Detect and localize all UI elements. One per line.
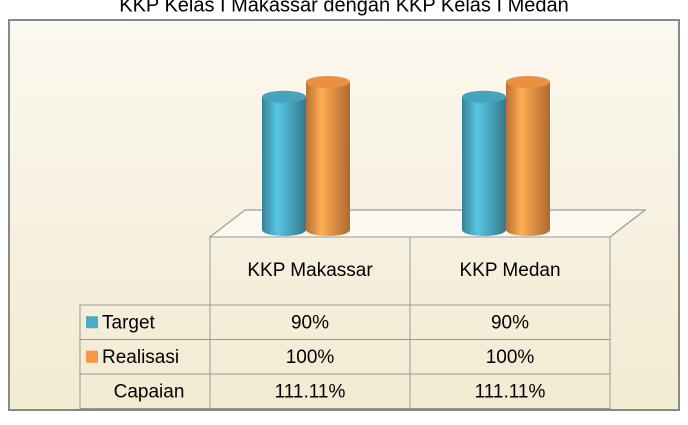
legend-label: Target	[102, 312, 156, 333]
bar-top	[506, 76, 550, 88]
bar-body	[462, 96, 506, 236]
legend-label: Realisasi	[102, 347, 179, 368]
bar-body	[262, 96, 306, 236]
legend-swatch	[86, 316, 98, 329]
bar	[506, 76, 550, 236]
bar-top	[262, 90, 306, 103]
bar-body	[306, 82, 350, 236]
bar	[262, 90, 306, 236]
value-label: 90%	[491, 312, 529, 333]
chart-title: KKP Kelas I Makassar dengan KKP Kelas I …	[119, 0, 569, 16]
value-label: 100%	[486, 347, 535, 368]
category-label: KKP Makassar	[247, 260, 373, 281]
value-label: 111.11%	[475, 381, 546, 402]
row-label: Capaian	[114, 381, 185, 402]
table-cell	[409, 373, 611, 409]
value-label: 111.11%	[275, 381, 346, 402]
category-label: KKP Medan	[459, 260, 560, 281]
bar-top	[462, 90, 506, 103]
legend-swatch	[86, 350, 98, 363]
bar-body	[506, 82, 550, 236]
bar	[306, 76, 350, 236]
value-label: 90%	[291, 312, 329, 333]
bar	[462, 90, 506, 236]
value-label: 100%	[286, 347, 335, 368]
bar-top	[306, 76, 350, 88]
